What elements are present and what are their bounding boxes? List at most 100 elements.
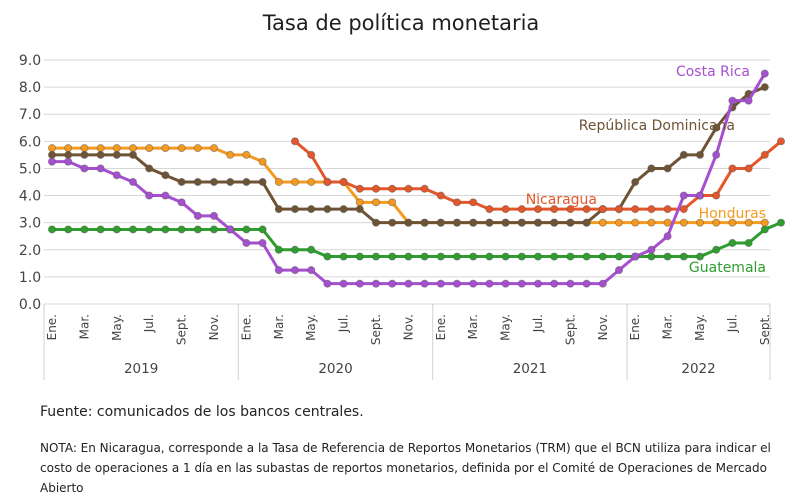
data-point bbox=[323, 177, 332, 187]
data-point bbox=[209, 177, 219, 187]
x-tick-label: Jul. bbox=[531, 314, 545, 333]
series-rep-blica-dominicana bbox=[47, 83, 769, 227]
data-point bbox=[96, 150, 105, 159]
series-label: República Dominicana bbox=[579, 118, 735, 134]
data-point bbox=[760, 218, 769, 227]
data-point bbox=[517, 205, 526, 214]
data-point bbox=[728, 218, 737, 227]
series-line bbox=[52, 72, 767, 286]
data-point bbox=[533, 205, 543, 214]
data-point bbox=[582, 252, 591, 261]
data-point bbox=[64, 144, 73, 153]
data-point bbox=[161, 225, 170, 234]
data-point bbox=[452, 218, 462, 227]
data-point bbox=[679, 191, 688, 200]
data-point bbox=[112, 171, 121, 180]
data-point bbox=[647, 164, 656, 173]
x-tick-label: Nov. bbox=[596, 314, 610, 340]
data-point bbox=[550, 205, 559, 214]
x-tick-label: Ene. bbox=[239, 314, 253, 340]
data-point bbox=[145, 144, 154, 153]
data-point bbox=[355, 279, 364, 288]
data-point bbox=[760, 83, 769, 92]
data-point bbox=[323, 279, 332, 288]
data-point bbox=[404, 218, 413, 227]
data-point bbox=[226, 225, 235, 234]
x-year-label: 2019 bbox=[124, 361, 158, 377]
data-point bbox=[452, 279, 462, 288]
data-point bbox=[290, 245, 300, 254]
data-point bbox=[695, 191, 705, 200]
x-tick-label: Ene. bbox=[628, 314, 642, 340]
x-tick-label: Sept. bbox=[563, 314, 577, 345]
data-point bbox=[96, 144, 105, 153]
data-point bbox=[371, 184, 381, 193]
data-point bbox=[404, 279, 413, 288]
data-point bbox=[242, 177, 251, 187]
data-point bbox=[420, 252, 429, 261]
data-point bbox=[760, 225, 769, 234]
data-point bbox=[712, 245, 721, 254]
data-point bbox=[631, 205, 640, 214]
data-point bbox=[436, 218, 445, 227]
data-point bbox=[631, 252, 640, 261]
data-point bbox=[371, 252, 381, 261]
data-point bbox=[274, 266, 283, 275]
y-tick-label: 2.0 bbox=[19, 243, 41, 259]
data-point bbox=[355, 205, 364, 214]
data-point bbox=[614, 252, 624, 261]
data-point bbox=[177, 144, 186, 153]
y-tick-label: 3.0 bbox=[19, 216, 41, 232]
data-point bbox=[388, 184, 397, 193]
y-tick-label: 7.0 bbox=[19, 107, 41, 123]
data-point bbox=[242, 225, 251, 234]
series-costa-rica bbox=[47, 69, 769, 288]
data-point bbox=[258, 177, 267, 187]
data-point bbox=[679, 218, 688, 227]
data-point bbox=[64, 157, 73, 166]
data-point bbox=[469, 198, 478, 207]
y-tick-label: 9.0 bbox=[19, 53, 41, 69]
data-point bbox=[679, 205, 688, 214]
x-tick-label: May. bbox=[499, 314, 513, 341]
data-point bbox=[145, 164, 154, 173]
data-point bbox=[501, 279, 510, 288]
data-point bbox=[323, 252, 332, 261]
data-point bbox=[307, 245, 316, 254]
data-point bbox=[193, 177, 202, 187]
data-point bbox=[193, 144, 202, 153]
data-point bbox=[193, 211, 202, 220]
data-point bbox=[161, 191, 170, 200]
data-point bbox=[712, 123, 721, 132]
data-point bbox=[226, 150, 235, 159]
data-point bbox=[209, 225, 219, 234]
plot-area bbox=[47, 69, 786, 288]
data-point bbox=[339, 205, 348, 214]
data-point bbox=[533, 252, 543, 261]
data-point bbox=[679, 150, 688, 159]
data-point bbox=[469, 218, 478, 227]
data-point bbox=[452, 198, 462, 207]
data-point bbox=[776, 137, 786, 146]
data-point bbox=[436, 279, 445, 288]
series-line bbox=[52, 221, 782, 259]
data-point bbox=[355, 184, 364, 193]
data-point bbox=[145, 225, 154, 234]
data-point bbox=[566, 205, 575, 214]
data-point bbox=[566, 252, 575, 261]
data-point bbox=[663, 232, 672, 241]
x-tick-label: Mar. bbox=[77, 314, 91, 339]
data-point bbox=[663, 252, 672, 261]
data-point bbox=[64, 150, 73, 159]
data-point bbox=[307, 266, 316, 275]
data-point bbox=[161, 171, 170, 180]
data-point bbox=[128, 150, 138, 159]
data-point bbox=[307, 177, 316, 187]
data-point bbox=[469, 252, 478, 261]
data-point bbox=[226, 177, 235, 187]
data-point bbox=[614, 218, 624, 227]
data-point bbox=[274, 177, 283, 187]
data-point bbox=[258, 238, 267, 248]
x-tick-label: Mar. bbox=[272, 314, 286, 339]
data-point bbox=[193, 225, 202, 234]
